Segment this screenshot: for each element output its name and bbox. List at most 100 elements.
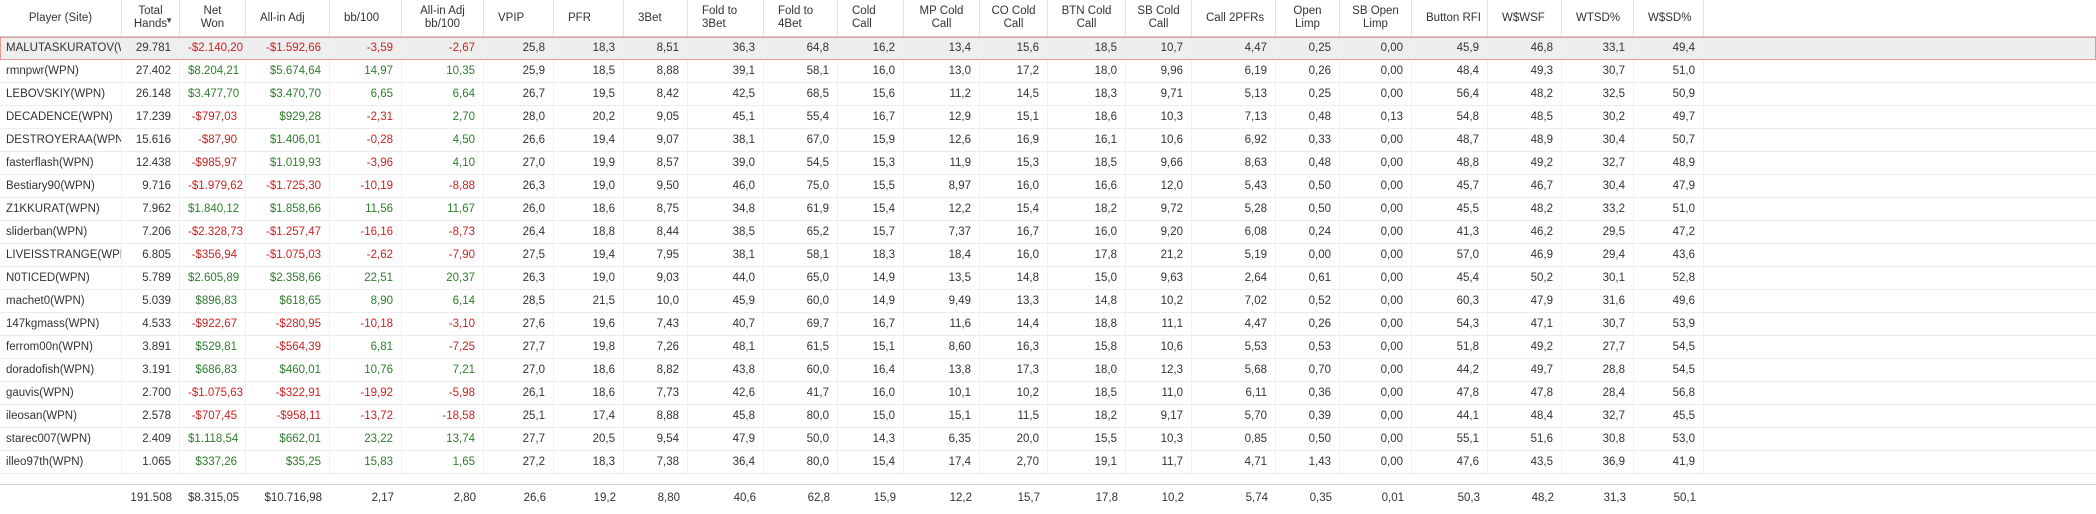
column-header-call2[interactable]: Call 2PFRs — [1192, 0, 1276, 36]
column-header-f4b[interactable]: Fold to 4Bet — [764, 0, 838, 36]
stat-cell-wtsd: 32,7 — [1562, 405, 1634, 427]
stat-cell-pfr: 19,0 — [554, 175, 624, 197]
table-row[interactable]: N0TICED(WPN) 5.789 $2.605,89 $2.358,66 22,51… — [0, 267, 2096, 290]
column-header-wssd[interactable]: W$SD% — [1634, 0, 1704, 36]
column-header-label: bb/100 — [344, 11, 380, 24]
column-header-wwsf[interactable]: W$WSF — [1488, 0, 1562, 36]
table-row[interactable]: doradofish(WPN) 3.191 $686,83 $460,01 10,76 7… — [0, 359, 2096, 382]
table-row[interactable]: starec007(WPN) 2.409 $1.118,54 $662,01 23,22… — [0, 428, 2096, 451]
column-header-pfr[interactable]: PFR — [554, 0, 624, 36]
total-cell-pfr: 19,2 — [593, 492, 616, 504]
table-row[interactable]: MALUTASKURATOV(WP29.781-$2.140,20-$1.592… — [0, 37, 2096, 60]
stat-cell-bb100: -19,92 — [330, 382, 402, 404]
stat-cell-net: $2.605,89 — [180, 267, 246, 289]
column-header-net[interactable]: Net Won — [180, 0, 246, 36]
column-header-allinbb[interactable]: All-in Adj bb/100 — [402, 0, 484, 36]
column-header-threebet[interactable]: 3Bet — [624, 0, 688, 36]
column-header-mpcc[interactable]: MP Cold Call — [904, 0, 980, 36]
column-header-cocc[interactable]: CO Cold Call — [980, 0, 1048, 36]
column-header-rfi[interactable]: Button RFI — [1412, 0, 1488, 36]
table-row[interactable]: sliderban(WPN) 7.206 -$2.328,73 -$1.257,47-… — [0, 221, 2096, 244]
stat-cell-f4b: 68,5 — [764, 83, 838, 105]
stat-cell-vpip: 27,0 — [484, 359, 554, 381]
stat-cell-allinbb: 10,35 — [402, 60, 484, 82]
table-row[interactable]: ileosan(WPN) 2.578 -$707,45 -$958,11 -13,72-… — [0, 405, 2096, 428]
stat-cell-threebet: 9,05 — [624, 106, 688, 128]
column-header-vpip[interactable]: VPIP — [484, 0, 554, 36]
stat-cell-cocc: 17,3 — [980, 359, 1048, 381]
stat-cell-net: -$985,97 — [180, 152, 246, 174]
player-name-cell: MALUTASKURATOV(WP — [0, 37, 122, 59]
stat-cell-wwsf: 43,5 — [1488, 451, 1562, 473]
stat-cell-sbcc: 10,2 — [1126, 290, 1192, 312]
stat-cell-allinbb: 4,50 — [402, 129, 484, 151]
table-row[interactable]: illeo97th(WPN) 1.065 $337,26 $35,25 15,83 1,6… — [0, 451, 2096, 474]
stat-cell-f4b: 41,7 — [764, 382, 838, 404]
stat-cell-call2: 4,47 — [1192, 313, 1276, 335]
stat-cell-f3b: 48,1 — [688, 336, 764, 358]
column-header-btncc[interactable]: BTN Cold Call — [1048, 0, 1126, 36]
table-row[interactable]: DECADENCE(WPN) 17.239 -$797,03 $929,28 -2,31… — [0, 106, 2096, 129]
stat-cell-rfi: 48,7 — [1412, 129, 1488, 151]
stat-cell-pfr: 21,5 — [554, 290, 624, 312]
column-header-sbol[interactable]: SB Open Limp — [1340, 0, 1412, 36]
stat-cell-mpcc: 13,8 — [904, 359, 980, 381]
column-header-sbcc[interactable]: SB Cold Call — [1126, 0, 1192, 36]
stat-cell-pfr: 18,5 — [554, 60, 624, 82]
column-header-cc[interactable]: Cold Call — [838, 0, 904, 36]
stat-cell-sbcc: 12,3 — [1126, 359, 1192, 381]
stat-cell-wssd: 49,7 — [1634, 106, 1704, 128]
column-header-wtsd[interactable]: WTSD% — [1562, 0, 1634, 36]
stat-cell-wssd: 48,9 — [1634, 152, 1704, 174]
stat-cell-vpip: 25,9 — [484, 60, 554, 82]
column-header-bb100[interactable]: bb/100 — [330, 0, 402, 36]
table-row[interactable]: machet0(WPN) 5.039 $896,83 $618,65 8,90 6,14 2… — [0, 290, 2096, 313]
table-row[interactable]: 147kgmass(WPN) 4.533 -$922,67 -$280,95 -10,1… — [0, 313, 2096, 336]
table-row[interactable]: DESTROYERAA(WPN) 15.616 -$87,90 $1.406,01 -0… — [0, 129, 2096, 152]
stat-cell-allin: $35,25 — [246, 451, 330, 473]
stat-cell-bb100: 8,90 — [330, 290, 402, 312]
stat-cell-net: $1.118,54 — [180, 428, 246, 450]
table-row[interactable]: fasterflash(WPN) 12.438 -$985,97 $1.019,93-… — [0, 152, 2096, 175]
stat-cell-sbcc: 10,6 — [1126, 336, 1192, 358]
column-header-label: Call 2PFRs — [1206, 11, 1265, 24]
column-header-label: Player (Site) — [28, 11, 93, 24]
stat-cell-f4b: 67,0 — [764, 129, 838, 151]
column-header-player[interactable]: Player (Site) — [0, 0, 122, 36]
total-cell-player — [0, 485, 122, 511]
stat-cell-wssd: 51,0 — [1634, 198, 1704, 220]
stat-cell-sbcc: 9,71 — [1126, 83, 1192, 105]
column-header-ol[interactable]: Open Limp — [1276, 0, 1340, 36]
stat-cell-bb100: -2,62 — [330, 244, 402, 266]
column-header-f3b[interactable]: Fold to 3Bet — [688, 0, 764, 36]
column-header-label: PFR — [568, 11, 591, 24]
stat-cell-allin: -$322,91 — [246, 382, 330, 404]
table-row[interactable]: Z1KKURAT(WPN) 7.962 $1.840,12 $1.858,66 11,5… — [0, 198, 2096, 221]
table-row[interactable]: rmnpwr(WPN) 27.402 $8.204,21 $5.674,64 14,97… — [0, 60, 2096, 83]
column-header-label: SB Open Limp — [1352, 5, 1399, 30]
table-row[interactable]: gauvis(WPN) 2.700 -$1.075,63 -$322,91 -19,92… — [0, 382, 2096, 405]
stat-cell-allin: -$1.725,30 — [246, 175, 330, 197]
stat-cell-cc: 15,7 — [838, 221, 904, 243]
table-row[interactable]: Bestiary90(WPN) 9.716 -$1.979,62 -$1.725,30… — [0, 175, 2096, 198]
stat-cell-call2: 6,19 — [1192, 60, 1276, 82]
player-name-cell: machet0(WPN) — [0, 290, 122, 312]
table-row[interactable]: LIVEISSTRANGE(WPN) 6.805 -$356,94 -$1.075,0… — [0, 244, 2096, 267]
stat-cell-threebet: 9,50 — [624, 175, 688, 197]
stat-cell-allinbb: -18,58 — [402, 405, 484, 427]
column-header-hands[interactable]: Total Hands ▼ — [122, 0, 180, 36]
stat-cell-rfi: 60,3 — [1412, 290, 1488, 312]
stat-cell-wssd: 50,9 — [1634, 83, 1704, 105]
stat-cell-wwsf: 49,7 — [1488, 359, 1562, 381]
stat-cell-ol: 0,33 — [1276, 129, 1340, 151]
stat-cell-wssd: 47,2 — [1634, 221, 1704, 243]
stat-cell-wtsd: 36,9 — [1562, 451, 1634, 473]
stat-cell-threebet: 10,0 — [624, 290, 688, 312]
column-header-allin[interactable]: All-in Adj — [246, 0, 330, 36]
table-row[interactable]: ferrom00n(WPN) 3.891 $529,81 -$564,39 6,81 -7… — [0, 336, 2096, 359]
table-row[interactable]: LEBOVSKIY(WPN) 26.148 $3.477,70 $3.470,70 6,… — [0, 83, 2096, 106]
stat-cell-f4b: 75,0 — [764, 175, 838, 197]
stat-cell-wssd: 49,6 — [1634, 290, 1704, 312]
stat-cell-sbol: 0,00 — [1340, 60, 1412, 82]
stat-cell-hands: 17.239 — [122, 106, 180, 128]
